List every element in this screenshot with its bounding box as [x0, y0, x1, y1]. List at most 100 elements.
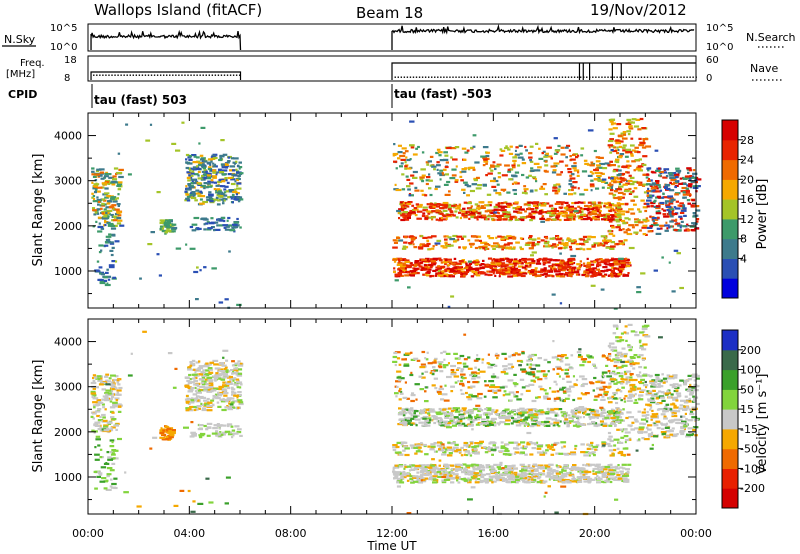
echo-cell: [633, 203, 637, 206]
echo-cell: [675, 176, 679, 179]
echo-cell: [587, 212, 590, 215]
echo-cell: [466, 149, 470, 152]
echo-cell: [419, 243, 426, 246]
echo-cell: [666, 187, 671, 190]
nave-point: [415, 76, 418, 78]
echo-cell: [435, 269, 440, 272]
echo-cell: [609, 182, 612, 185]
echo-cell: [655, 210, 661, 213]
echo-cell: [633, 125, 640, 128]
echo-cell: [485, 466, 490, 469]
echo-cell: [601, 475, 604, 478]
echo-cell: [218, 388, 222, 391]
echo-cell: [519, 237, 523, 240]
echo-cell: [426, 176, 431, 179]
echo-cell: [614, 424, 617, 427]
echo-cell: [111, 180, 117, 183]
echo-cell: [199, 378, 202, 381]
echo-cell: [658, 170, 664, 174]
echo-cell: [470, 470, 476, 474]
nave-point: [479, 76, 482, 78]
echo-cell: [538, 212, 543, 215]
echo-cell: [428, 473, 432, 476]
echo-cell: [678, 182, 684, 185]
echo-cell: [528, 478, 533, 481]
echo-cell: [609, 472, 616, 475]
echo-cell: [598, 243, 602, 246]
echo-cell: [425, 179, 430, 182]
echo-cell: [492, 258, 496, 261]
echo-cell: [598, 156, 604, 159]
echo-cell: [534, 268, 537, 271]
echo-cell: [215, 434, 218, 437]
echo-cell: [92, 209, 97, 212]
echo-cell: [402, 202, 405, 205]
echo-cell: [517, 156, 524, 159]
echo-cell: [237, 406, 240, 409]
echo-cell: [231, 391, 235, 394]
echo-cell: [545, 237, 549, 240]
echo-cell: [216, 423, 220, 426]
echo-cell: [399, 267, 405, 270]
echo-cell: [461, 214, 467, 217]
echo-cell: [568, 205, 574, 208]
echo-cell: [512, 175, 518, 178]
echo-cell: [602, 244, 606, 247]
echo-cell: [191, 377, 196, 380]
echo-cell: [597, 179, 604, 182]
echo-cell: [92, 185, 98, 188]
echo-cell: [523, 260, 528, 263]
echo-cell: [90, 392, 97, 395]
nave-point: [573, 76, 576, 78]
echo-cell: [189, 362, 195, 365]
echo-cell: [659, 189, 663, 192]
echo-cell: [95, 438, 101, 441]
echo-cell: [508, 215, 515, 218]
echo-cell: [103, 192, 110, 195]
echo-cell: [215, 184, 220, 187]
echo-cell: [214, 163, 217, 166]
echo-cell: [98, 472, 103, 475]
echo-cell: [505, 247, 510, 250]
echo-cell: [653, 223, 659, 227]
echo-cell: [225, 370, 229, 374]
echo-cell: [532, 475, 539, 478]
echo-cell: [607, 472, 610, 476]
echo-cell: [406, 271, 410, 274]
echo-cell: [219, 157, 223, 160]
echo-cell: [189, 361, 193, 364]
echo-cell: [688, 169, 693, 172]
echo-cell: [392, 470, 396, 473]
echo-cell: [590, 284, 596, 287]
echo-cell: [509, 470, 514, 474]
echo-cell: [416, 479, 423, 482]
echo-cell: [592, 216, 597, 219]
echo-cell: [200, 126, 206, 129]
echo-cell: [598, 466, 604, 469]
echo-cell: [198, 436, 203, 439]
echo-cell: [556, 173, 562, 176]
echo-cell: [451, 275, 455, 278]
echo-cell: [617, 198, 622, 201]
echo-cell: [429, 275, 432, 278]
echo-cell: [420, 189, 424, 192]
echo-cell: [448, 203, 452, 207]
echo-cell: [406, 474, 412, 477]
echo-cell: [569, 421, 572, 424]
echo-cell: [446, 180, 451, 184]
echo-cell: [619, 156, 623, 159]
echo-cell: [530, 169, 535, 172]
echo-cell: [499, 154, 504, 157]
echo-cell: [624, 189, 630, 193]
echo-cell: [461, 147, 467, 150]
echo-cell: [646, 179, 651, 182]
nave-point: [229, 74, 232, 76]
echo-cell: [396, 209, 401, 213]
echo-cell: [582, 474, 586, 477]
echo-cell: [406, 266, 412, 269]
echo-cell: [414, 418, 421, 421]
echo-cell: [442, 201, 449, 205]
echo-cell: [544, 275, 548, 278]
echo-cell: [198, 360, 201, 363]
echo-cell: [162, 429, 166, 432]
